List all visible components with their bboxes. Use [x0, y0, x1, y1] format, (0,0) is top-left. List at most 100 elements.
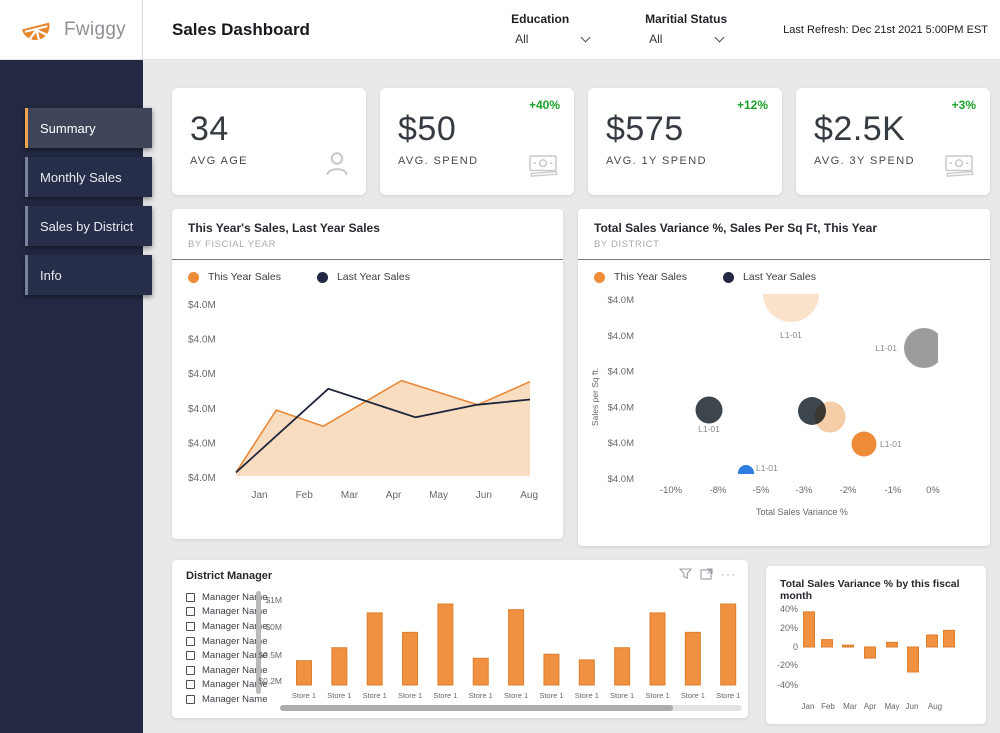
checkbox-icon[interactable]	[186, 636, 195, 646]
svg-text:Store 1: Store 1	[363, 691, 387, 700]
panel-header: This Year's Sales, Last Year Sales BY FI…	[172, 209, 563, 260]
svg-text:-3%: -3%	[796, 485, 813, 496]
filter-select-education[interactable]: All	[511, 30, 593, 48]
legend-label: Last Year Sales	[742, 271, 816, 283]
svg-text:Store 1: Store 1	[645, 691, 669, 700]
bubble-L1-01[interactable]	[851, 431, 877, 457]
manager-checkbox-item[interactable]: Manager Name	[186, 605, 296, 620]
bubble-L1-01[interactable]	[695, 396, 723, 424]
legend-item-last-year-sales[interactable]: Last Year Sales	[722, 271, 816, 283]
svg-text:$4.0M: $4.0M	[608, 438, 634, 449]
manager-name-label: Manager Name	[202, 679, 268, 691]
manager-name-label: Manager Name	[202, 606, 268, 618]
bubble-L1-01[interactable]	[904, 328, 944, 368]
svg-text:-40%: -40%	[777, 680, 798, 690]
svg-text:$0M: $0M	[265, 622, 282, 632]
legend-label: Last Year Sales	[336, 271, 410, 283]
chevron-down-icon	[714, 32, 725, 42]
sidebar-item-label: Info	[40, 267, 62, 283]
chart-scrollbar-thumb[interactable]	[280, 705, 673, 711]
filter-value: All	[515, 31, 529, 46]
panel-header: Total Sales Variance %, Sales Per Sq Ft,…	[578, 209, 990, 260]
variance-bar[interactable]	[926, 634, 938, 648]
checkbox-icon[interactable]	[186, 592, 195, 602]
focus-mode-icon[interactable]	[700, 568, 713, 580]
store-bar[interactable]	[649, 612, 666, 686]
svg-text:$4.0M: $4.0M	[608, 295, 634, 306]
sidebar-item-summary[interactable]: Summary	[25, 108, 152, 148]
store-bar[interactable]	[472, 657, 489, 686]
sidebar-item-info[interactable]: Info	[25, 255, 152, 295]
store-bar[interactable]	[296, 660, 312, 686]
svg-text:$1M: $1M	[265, 595, 282, 605]
store-bar[interactable]	[543, 653, 560, 686]
variance-bar[interactable]	[842, 644, 854, 648]
manager-checkbox-item[interactable]: Manager Name	[186, 619, 296, 634]
svg-text:Store 1: Store 1	[539, 691, 563, 700]
store-bar[interactable]	[366, 612, 383, 686]
charts-row: This Year's Sales, Last Year Sales BY FI…	[172, 209, 990, 546]
sidebar-item-label: Sales by District	[40, 218, 134, 234]
store-bar[interactable]	[402, 631, 419, 686]
variance-bar[interactable]	[803, 611, 815, 648]
svg-text:-20%: -20%	[777, 660, 798, 670]
bubble-unlabeled[interactable]	[814, 401, 846, 433]
variance-bar[interactable]	[907, 646, 919, 673]
checkbox-icon[interactable]	[186, 680, 195, 690]
store-bar-chart: $1M $0M $0.5M $0.2M Store 1 Store 1 Store 1 Sto…	[257, 588, 748, 715]
app-header: Fwiggy Sales Dashboard Education All Marit…	[0, 0, 1000, 60]
manager-checkbox-item[interactable]: Manager Name	[186, 590, 296, 605]
scatter-bubble-chart: $4.0M $4.0M $4.0M $4.0M $4.0M $4.0M Sales per …	[578, 285, 990, 532]
store-bar[interactable]	[578, 659, 595, 686]
store-bar[interactable]	[508, 609, 525, 686]
variance-bar[interactable]	[886, 641, 898, 648]
svg-text:40%: 40%	[780, 604, 798, 614]
legend-item-this-year-sales[interactable]: This Year Sales	[594, 271, 687, 283]
manager-checkbox-item[interactable]: Manager Name	[186, 678, 296, 693]
variance-bar[interactable]	[864, 646, 876, 659]
filter-select-maritial-status[interactable]: All	[645, 30, 727, 48]
store-bar[interactable]	[720, 603, 737, 686]
filter-icon[interactable]	[679, 568, 692, 580]
manager-name-label: Manager Name	[202, 620, 268, 632]
svg-text:L1-01: L1-01	[880, 439, 902, 449]
variance-bar[interactable]	[821, 639, 833, 648]
store-bar[interactable]	[331, 647, 348, 686]
more-options-icon[interactable]: ···	[721, 567, 736, 581]
bubble-L1-01[interactable]	[738, 465, 754, 481]
manager-checkbox-item[interactable]: Manager Name	[186, 648, 296, 663]
legend-item-last-year-sales[interactable]: Last Year Sales	[316, 271, 410, 283]
manager-checkbox-item[interactable]: Manager Name	[186, 692, 296, 707]
manager-name-label: Manager Name	[202, 693, 268, 705]
variance-bar[interactable]	[943, 629, 955, 648]
checkbox-icon[interactable]	[186, 694, 195, 704]
svg-text:Store 1: Store 1	[327, 691, 351, 700]
svg-text:Mar: Mar	[341, 490, 359, 501]
sidebar-item-label: Monthly Sales	[40, 169, 122, 185]
svg-text:Store 1: Store 1	[469, 691, 493, 700]
manager-checkbox-item[interactable]: Manager Name	[186, 663, 296, 678]
panel-variance-by-month: Total Sales Variance % by this fiscal mo…	[766, 566, 986, 724]
store-bar[interactable]	[437, 603, 454, 686]
legend-item-this-year-sales[interactable]: This Year Sales	[188, 271, 281, 283]
kpi-card-avg-3y-spend: +3% $2.5K AVG. 3Y SPEND	[796, 88, 990, 195]
manager-checkbox-item[interactable]: Manager Name	[186, 634, 296, 649]
filter-label: Education	[511, 11, 570, 26]
last-refresh-text: Last Refresh: Dec 21st 2021 5:00PM EST	[783, 23, 988, 36]
sidebar-item-sales-by-district[interactable]: Sales by District	[25, 206, 152, 246]
svg-text:$4.0M: $4.0M	[188, 404, 216, 415]
svg-text:$4.0M: $4.0M	[608, 474, 634, 485]
list-scrollbar[interactable]	[256, 591, 261, 694]
svg-text:Aug: Aug	[928, 702, 942, 711]
sidebar-item-monthly-sales[interactable]: Monthly Sales	[25, 157, 152, 197]
checkbox-icon[interactable]	[186, 607, 195, 617]
svg-text:Store 1: Store 1	[398, 691, 422, 700]
chart-legend: This Year Sales Last Year Sales	[578, 260, 990, 285]
store-bar[interactable]	[684, 631, 701, 686]
checkbox-icon[interactable]	[186, 651, 195, 661]
checkbox-icon[interactable]	[186, 621, 195, 631]
checkbox-icon[interactable]	[186, 665, 195, 675]
main-content: 34 AVG AGE +40% $50 AVG. SPEND +12% $575 AVG. 1…	[143, 60, 1000, 733]
store-bar[interactable]	[614, 647, 631, 686]
bubble-L1-01[interactable]	[763, 287, 819, 322]
